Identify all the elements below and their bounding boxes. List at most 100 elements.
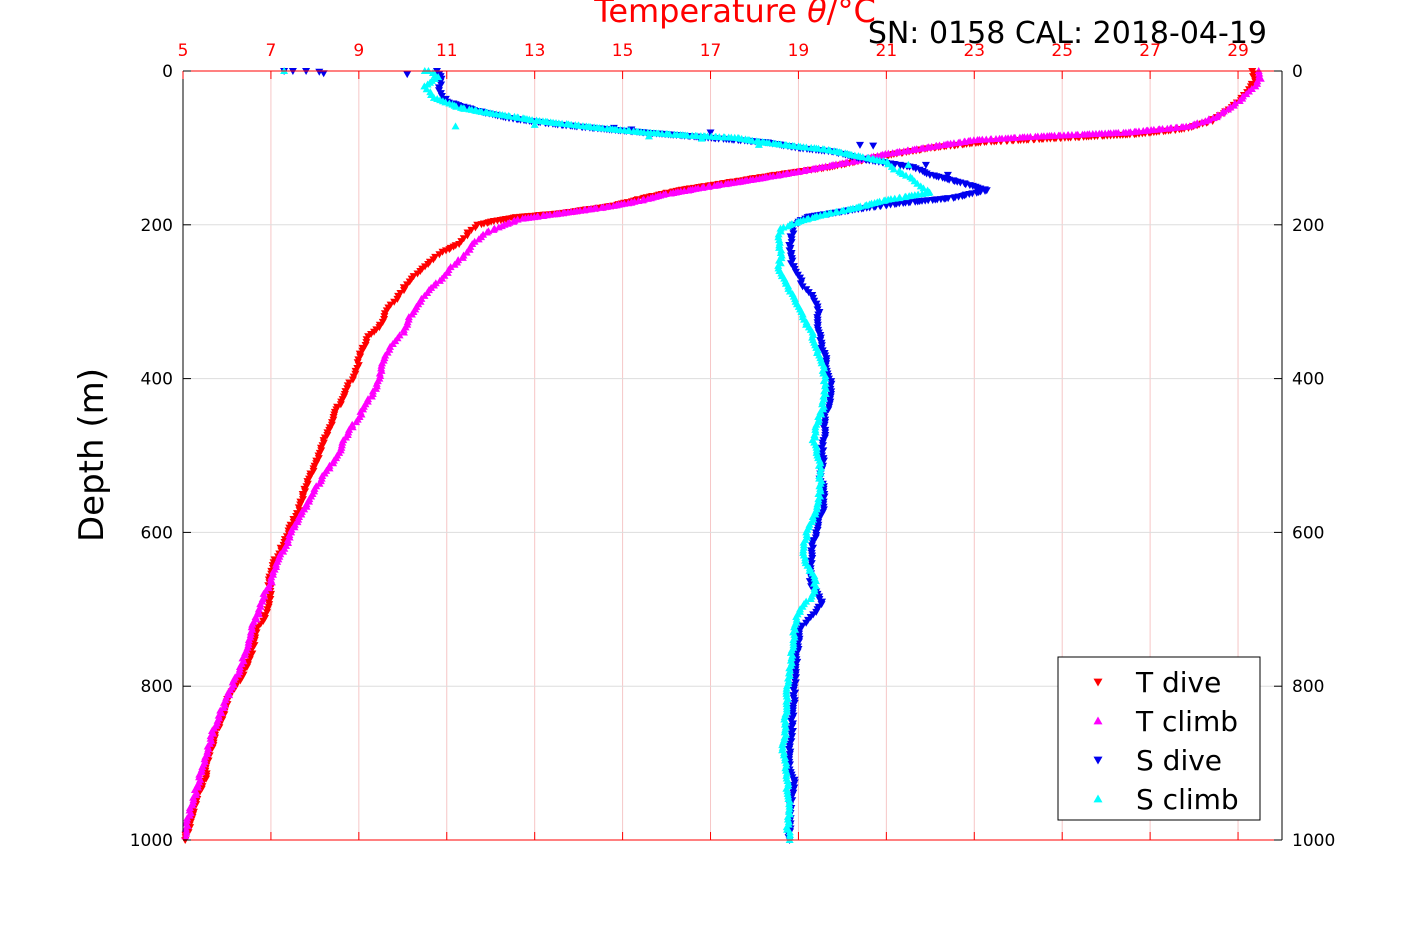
legend-marker bbox=[1093, 678, 1103, 687]
axes bbox=[182, 70, 1283, 841]
x-tick-label: 7 bbox=[266, 41, 277, 61]
data-point bbox=[754, 140, 763, 148]
data-point bbox=[861, 201, 870, 209]
data-point bbox=[429, 256, 438, 264]
data-point bbox=[848, 157, 857, 165]
legend-box bbox=[1057, 656, 1261, 821]
data-point bbox=[1197, 118, 1206, 126]
y-tick-label-left: 200 bbox=[141, 216, 173, 236]
data-point bbox=[855, 141, 864, 149]
data-point bbox=[336, 401, 345, 409]
data-point bbox=[450, 260, 459, 268]
y-axis-label: Depth (m) bbox=[72, 368, 112, 542]
data-point bbox=[435, 251, 444, 259]
data-point bbox=[367, 392, 376, 400]
data-point bbox=[482, 228, 491, 236]
chart-subtitle: SN: 0158 CAL: 2018-04-19 bbox=[868, 16, 1267, 51]
data-point bbox=[530, 120, 539, 128]
data-point bbox=[452, 102, 461, 110]
data-point bbox=[458, 253, 467, 261]
data-point bbox=[837, 207, 846, 215]
legend-label: T climb bbox=[1135, 705, 1238, 738]
x-tick-label: 21 bbox=[876, 41, 898, 61]
data-point bbox=[884, 160, 893, 168]
data-point bbox=[471, 224, 480, 232]
data-point bbox=[474, 235, 483, 243]
tick-labels: 5 7 9 11 13 15 17 19 21 23 25 27 29 0 0 200 200 400 400 600… bbox=[130, 41, 1336, 851]
data-point bbox=[597, 203, 606, 211]
y-tick-label-left: 600 bbox=[141, 523, 173, 543]
data-point bbox=[904, 160, 913, 168]
data-point bbox=[518, 214, 527, 222]
y-tick-label-left: 1000 bbox=[130, 831, 173, 851]
legend-label: T dive bbox=[1135, 666, 1221, 699]
data-point bbox=[348, 423, 357, 431]
x-tick-label: 19 bbox=[788, 41, 810, 61]
data-point bbox=[422, 85, 431, 93]
y-tick-label-right: 200 bbox=[1292, 216, 1324, 236]
data-point bbox=[437, 92, 446, 100]
x-tick-label: 15 bbox=[612, 41, 634, 61]
data-point bbox=[858, 153, 867, 161]
data-point bbox=[949, 194, 958, 202]
y-tick-label-left: 800 bbox=[141, 677, 173, 697]
data-point bbox=[882, 202, 891, 210]
data-point bbox=[921, 161, 930, 169]
data-point bbox=[943, 171, 952, 179]
data-point bbox=[900, 193, 909, 201]
data-point bbox=[329, 459, 338, 467]
legend-label: S climb bbox=[1136, 783, 1239, 816]
legend: T dive T climb S dive S climb bbox=[1057, 656, 1261, 821]
x-tick-label: 9 bbox=[353, 41, 364, 61]
data-point bbox=[319, 70, 328, 78]
series-s-climb bbox=[280, 67, 934, 843]
y-tick-label-right: 0 bbox=[1292, 62, 1303, 82]
data-point bbox=[413, 270, 422, 278]
data-point bbox=[1119, 128, 1128, 136]
data-point bbox=[666, 189, 675, 197]
x-tick-label: 13 bbox=[524, 41, 546, 61]
series-s-dive bbox=[280, 68, 991, 844]
series-t-climb bbox=[181, 67, 1265, 840]
x-tick-label: 11 bbox=[436, 41, 458, 61]
data-point bbox=[538, 211, 547, 219]
data-point bbox=[1235, 96, 1244, 104]
data-point bbox=[644, 132, 653, 140]
data-point bbox=[706, 129, 715, 137]
data-point bbox=[792, 218, 801, 226]
data-point bbox=[489, 225, 498, 233]
data-point bbox=[348, 376, 357, 384]
y-tick-label-right: 1000 bbox=[1292, 831, 1335, 851]
data-point bbox=[399, 328, 408, 336]
legend-label: S dive bbox=[1136, 744, 1222, 777]
legend-marker bbox=[1093, 756, 1103, 765]
legend-marker bbox=[1093, 794, 1103, 803]
data-point bbox=[889, 165, 898, 173]
data-point bbox=[776, 224, 785, 232]
x-tick-label: 29 bbox=[1227, 41, 1249, 61]
x-tick-label: 25 bbox=[1051, 41, 1073, 61]
data-layer bbox=[181, 67, 1265, 844]
data-point bbox=[831, 208, 840, 216]
data-point bbox=[919, 184, 928, 192]
data-point bbox=[352, 418, 361, 426]
data-point bbox=[869, 142, 878, 150]
data-point bbox=[1031, 132, 1040, 140]
y-tick-label-left: 0 bbox=[162, 62, 173, 82]
y-tick-label-right: 400 bbox=[1292, 370, 1324, 390]
data-point bbox=[435, 276, 444, 284]
data-point bbox=[1224, 105, 1233, 113]
x-tick-label: 23 bbox=[963, 41, 985, 61]
data-point bbox=[783, 222, 792, 230]
data-point bbox=[460, 104, 469, 112]
legend-marker bbox=[1093, 716, 1103, 725]
data-point bbox=[710, 181, 719, 189]
data-point bbox=[697, 134, 706, 142]
chart-title: Temperature θ/°C bbox=[593, 0, 876, 30]
y-tick-label-right: 600 bbox=[1292, 523, 1324, 543]
x-tick-label: 27 bbox=[1139, 41, 1161, 61]
y-tick-label-left: 400 bbox=[141, 370, 173, 390]
data-point bbox=[806, 595, 815, 603]
data-point bbox=[1218, 109, 1227, 117]
